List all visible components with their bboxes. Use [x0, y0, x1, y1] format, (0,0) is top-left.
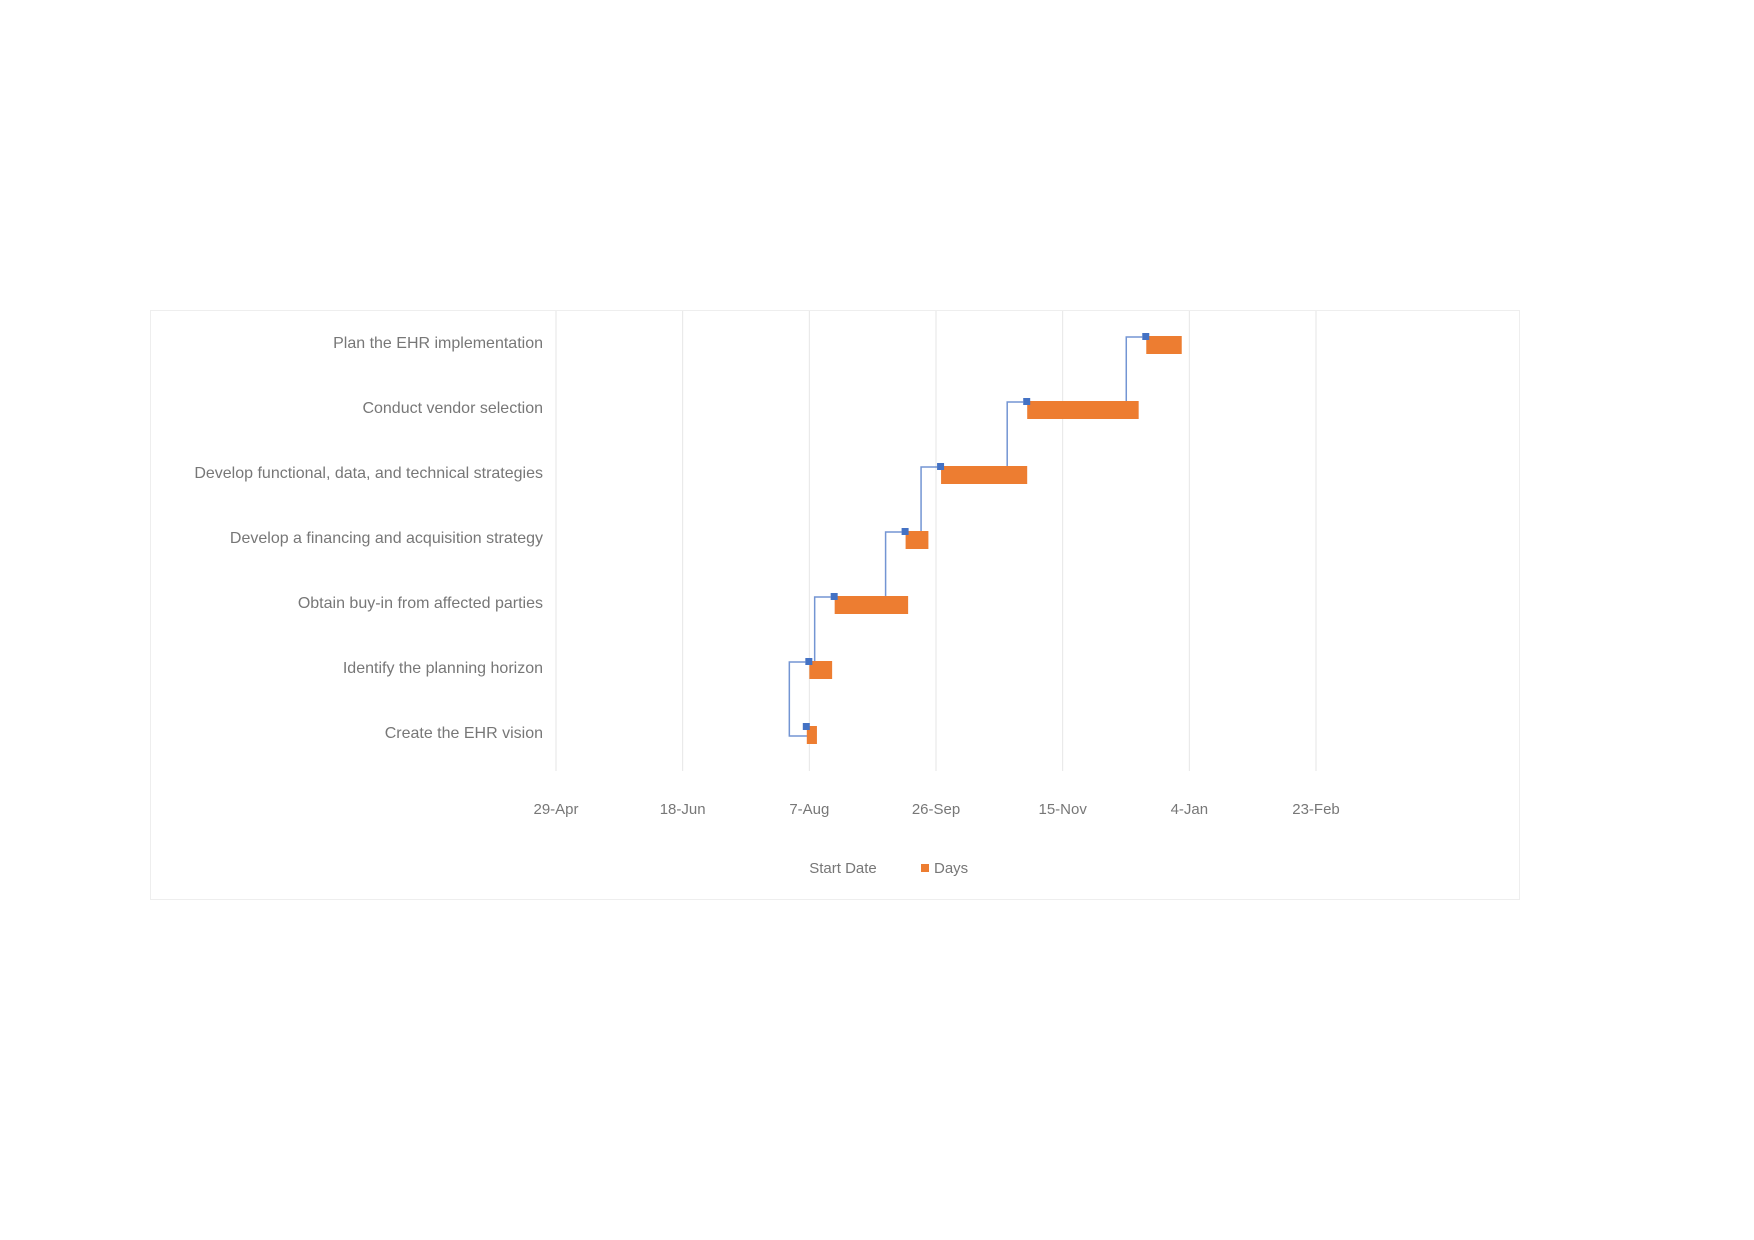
- duration-bar: [834, 596, 909, 614]
- duration-bars: [806, 336, 1182, 744]
- duration-bar: [809, 661, 833, 679]
- legend-start-date-label: Start Date: [809, 860, 877, 877]
- x-tick-label: 26-Sep: [912, 801, 960, 818]
- dependency-connector: [884, 531, 902, 607]
- legend: Start Date Days: [809, 860, 968, 877]
- x-tick-label: 15-Nov: [1038, 801, 1087, 818]
- duration-bar: [806, 726, 817, 744]
- duration-bar: [941, 466, 1028, 484]
- category-label: Obtain buy-in from affected parties: [298, 595, 543, 612]
- dependency-connector: [1006, 401, 1024, 477]
- duration-bar: [1027, 401, 1139, 419]
- x-tick-label: 23-Feb: [1292, 801, 1340, 818]
- x-axis-tick-labels: 29-Apr 18-Jun 7-Aug 26-Sep 15-Nov 4-Jan 23-Feb: [533, 801, 1339, 818]
- legend-days-label: Days: [934, 860, 968, 877]
- category-label: Create the EHR vision: [385, 725, 543, 742]
- x-tick-label: 4-Jan: [1171, 801, 1209, 818]
- category-labels: Create the EHR vision Identify the planni…: [194, 335, 543, 742]
- x-tick-label: 18-Jun: [660, 801, 706, 818]
- category-label: Conduct vendor selection: [362, 400, 543, 417]
- duration-bar: [905, 531, 929, 549]
- dependency-connector: [1125, 336, 1143, 412]
- dependency-connectors: [788, 336, 1143, 737]
- start-date-marker: [937, 463, 945, 470]
- category-label: Plan the EHR implementation: [333, 335, 543, 352]
- gantt-plot: Create the EHR vision Identify the planni…: [194, 311, 1340, 877]
- start-date-marker: [830, 593, 838, 600]
- legend-days-swatch: [921, 864, 929, 872]
- start-date-marker: [802, 723, 810, 730]
- dependency-connector: [813, 596, 831, 672]
- dependency-connector: [788, 661, 809, 737]
- x-tick-label: 29-Apr: [533, 801, 578, 818]
- duration-bar: [1146, 336, 1182, 354]
- start-date-marker: [805, 658, 813, 665]
- gantt-chart: Create the EHR vision Identify the planni…: [150, 310, 1520, 900]
- x-tick-label: 7-Aug: [789, 801, 829, 818]
- start-date-marker: [1142, 333, 1150, 340]
- start-date-marker: [901, 528, 909, 535]
- gridlines: [555, 311, 1317, 771]
- category-label: Develop functional, data, and technical …: [194, 465, 543, 482]
- category-label: Identify the planning horizon: [343, 660, 543, 677]
- start-date-marker: [1023, 398, 1031, 405]
- category-label: Develop a financing and acquisition stra…: [230, 530, 543, 547]
- dependency-connector: [920, 466, 938, 542]
- start-date-markers: [802, 333, 1150, 730]
